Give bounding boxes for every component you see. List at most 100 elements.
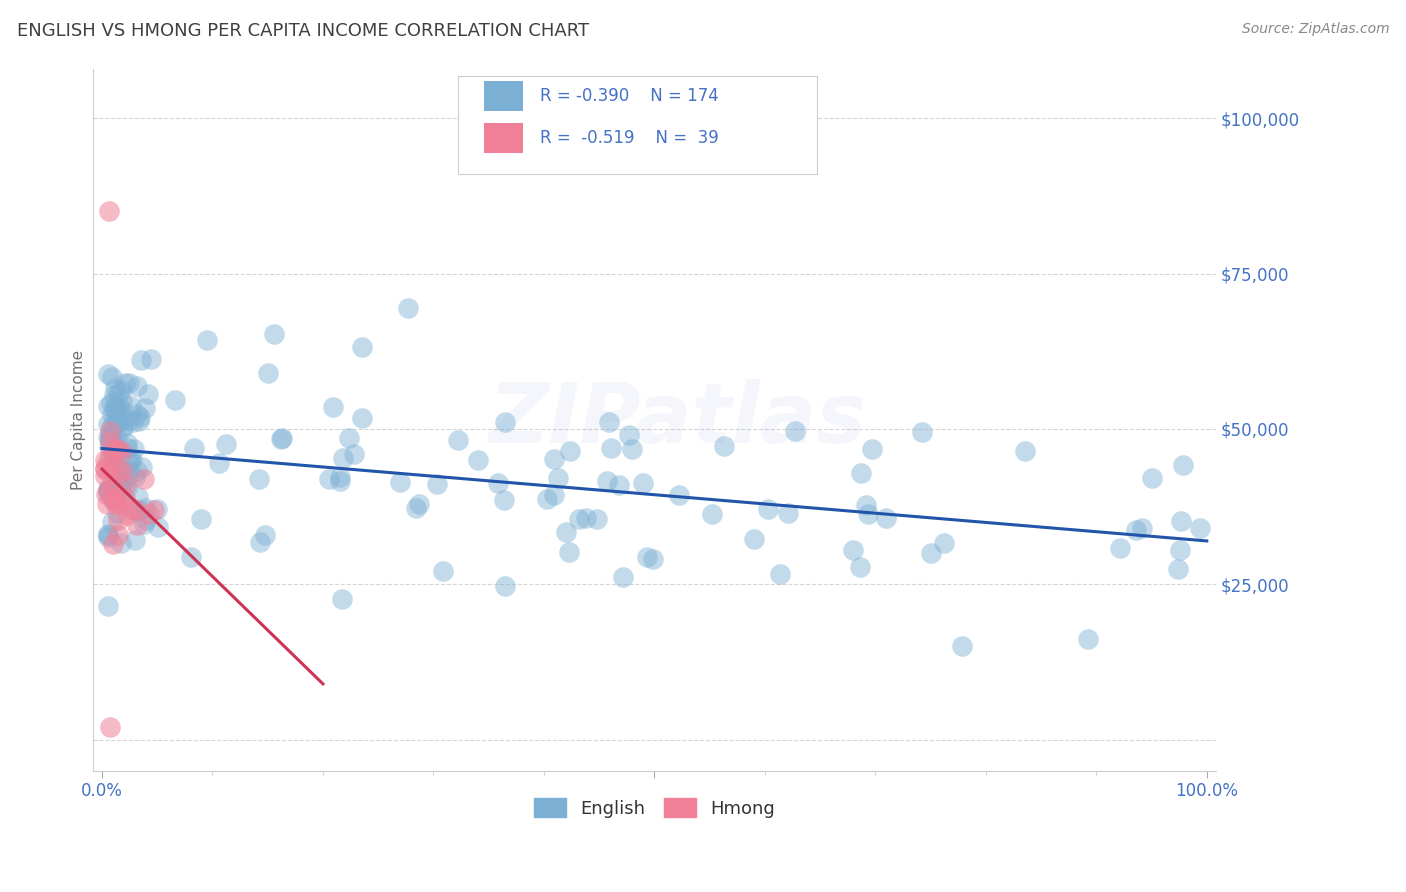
English bbox=[668, 488, 690, 502]
English bbox=[96, 527, 118, 541]
English bbox=[492, 493, 515, 508]
English bbox=[1130, 520, 1153, 534]
English bbox=[105, 416, 128, 430]
English bbox=[486, 476, 509, 491]
English bbox=[432, 565, 454, 579]
English bbox=[107, 470, 129, 484]
English bbox=[105, 431, 128, 445]
English bbox=[596, 475, 619, 489]
English bbox=[128, 414, 150, 428]
English bbox=[146, 502, 169, 516]
English bbox=[103, 399, 125, 413]
English bbox=[111, 394, 134, 409]
Hmong bbox=[108, 496, 131, 510]
English bbox=[108, 414, 131, 428]
English bbox=[100, 396, 122, 410]
Legend: English, Hmong: English, Hmong bbox=[526, 791, 783, 825]
English bbox=[98, 434, 121, 448]
English bbox=[713, 439, 735, 453]
English bbox=[426, 476, 449, 491]
English bbox=[96, 430, 118, 444]
English bbox=[555, 524, 578, 539]
English bbox=[756, 501, 779, 516]
English bbox=[98, 428, 121, 442]
English bbox=[115, 470, 138, 484]
Hmong bbox=[103, 492, 125, 507]
Hmong bbox=[96, 486, 118, 500]
English bbox=[769, 566, 792, 581]
English bbox=[96, 483, 118, 497]
English bbox=[855, 499, 877, 513]
English bbox=[536, 491, 558, 506]
English bbox=[134, 516, 156, 531]
English bbox=[129, 352, 152, 367]
English bbox=[1173, 458, 1195, 472]
Hmong bbox=[107, 464, 129, 478]
Hmong bbox=[94, 461, 117, 475]
Hmong bbox=[107, 528, 129, 542]
English bbox=[134, 401, 156, 416]
English bbox=[543, 488, 565, 502]
English bbox=[329, 470, 352, 484]
FancyBboxPatch shape bbox=[458, 76, 817, 174]
Hmong bbox=[101, 442, 124, 457]
English bbox=[860, 442, 883, 456]
English bbox=[257, 367, 280, 381]
English bbox=[950, 640, 973, 654]
English bbox=[875, 511, 897, 525]
English bbox=[101, 370, 124, 384]
English bbox=[1014, 444, 1036, 458]
English bbox=[111, 464, 134, 478]
English bbox=[920, 546, 942, 560]
English bbox=[842, 542, 865, 557]
English bbox=[104, 470, 127, 484]
English bbox=[271, 431, 294, 445]
English bbox=[263, 327, 285, 342]
Hmong bbox=[98, 424, 121, 438]
Hmong bbox=[143, 503, 166, 517]
English bbox=[101, 407, 124, 421]
English bbox=[343, 447, 366, 461]
English bbox=[127, 490, 149, 504]
English bbox=[103, 458, 125, 472]
English bbox=[631, 475, 654, 490]
English bbox=[330, 592, 353, 607]
Hmong bbox=[114, 491, 136, 505]
English bbox=[851, 466, 873, 480]
English bbox=[115, 441, 138, 455]
English bbox=[117, 481, 139, 495]
English bbox=[117, 436, 139, 450]
English bbox=[100, 420, 122, 434]
English bbox=[332, 450, 354, 465]
English bbox=[124, 533, 146, 548]
English bbox=[932, 535, 955, 549]
English bbox=[636, 549, 658, 564]
English bbox=[105, 506, 128, 520]
English bbox=[114, 376, 136, 391]
English bbox=[111, 477, 134, 491]
English bbox=[111, 403, 134, 417]
English bbox=[208, 456, 231, 470]
English bbox=[103, 431, 125, 445]
English bbox=[467, 453, 489, 467]
English bbox=[134, 501, 156, 516]
Hmong bbox=[111, 464, 134, 478]
English bbox=[101, 448, 124, 462]
English bbox=[97, 484, 120, 499]
English bbox=[107, 386, 129, 401]
English bbox=[96, 399, 118, 413]
English bbox=[125, 378, 148, 392]
Hmong bbox=[97, 204, 120, 219]
English bbox=[253, 528, 276, 542]
English bbox=[339, 431, 361, 445]
English bbox=[110, 486, 132, 500]
English bbox=[350, 410, 373, 425]
English bbox=[494, 579, 516, 593]
English bbox=[1077, 632, 1099, 647]
English bbox=[101, 493, 124, 508]
English bbox=[641, 552, 664, 566]
English bbox=[405, 501, 427, 516]
Hmong bbox=[138, 508, 160, 522]
Hmong bbox=[98, 435, 121, 450]
English bbox=[558, 444, 581, 458]
